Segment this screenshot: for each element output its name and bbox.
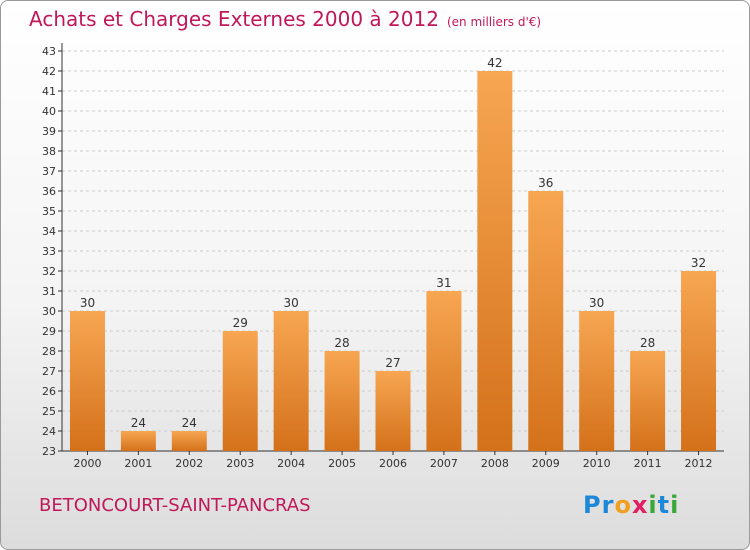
bar-value-label: 28 bbox=[640, 336, 655, 350]
bar-value-label: 24 bbox=[131, 416, 146, 430]
x-tick-label: 2006 bbox=[379, 457, 407, 470]
logo-letter: t bbox=[657, 491, 671, 519]
bar-value-label: 31 bbox=[436, 276, 451, 290]
bar bbox=[69, 311, 105, 451]
chart-unit: (en milliers d'€) bbox=[446, 15, 542, 29]
y-tick-label: 33 bbox=[42, 245, 56, 258]
bar bbox=[579, 311, 615, 451]
proxiti-logo: Proxiti bbox=[583, 491, 679, 519]
logo-letter: i bbox=[670, 491, 680, 519]
y-tick-label: 29 bbox=[42, 325, 56, 338]
y-tick-label: 42 bbox=[42, 65, 56, 78]
y-tick-label: 30 bbox=[42, 305, 56, 318]
bar bbox=[273, 311, 309, 451]
x-tick-label: 2012 bbox=[685, 457, 713, 470]
bar-value-label: 28 bbox=[334, 336, 349, 350]
y-tick-label: 38 bbox=[42, 145, 56, 158]
y-tick-label: 32 bbox=[42, 265, 56, 278]
commune-name: BETONCOURT-SAINT-PANCRAS bbox=[39, 495, 311, 516]
y-tick-label: 27 bbox=[42, 365, 56, 378]
x-tick-label: 2003 bbox=[226, 457, 254, 470]
x-tick-label: 2000 bbox=[73, 457, 101, 470]
y-tick-label: 31 bbox=[42, 285, 56, 298]
y-tick-label: 35 bbox=[42, 205, 56, 218]
bar bbox=[375, 371, 411, 451]
y-tick-label: 43 bbox=[42, 45, 56, 58]
x-tick-label: 2008 bbox=[481, 457, 509, 470]
bar-value-label: 30 bbox=[80, 296, 95, 310]
y-tick-label: 34 bbox=[42, 225, 56, 238]
x-tick-label: 2011 bbox=[634, 457, 662, 470]
x-tick-label: 2002 bbox=[175, 457, 203, 470]
bar-value-label: 32 bbox=[691, 256, 706, 270]
bar bbox=[528, 191, 564, 451]
bar bbox=[630, 351, 666, 451]
y-tick-label: 26 bbox=[42, 385, 56, 398]
y-tick-label: 24 bbox=[42, 425, 56, 438]
x-tick-label: 2007 bbox=[430, 457, 458, 470]
logo-letter: x bbox=[631, 491, 649, 519]
bar bbox=[120, 431, 156, 451]
y-tick-label: 41 bbox=[42, 85, 56, 98]
logo-letter: i bbox=[648, 491, 658, 519]
bar-value-label: 24 bbox=[182, 416, 197, 430]
x-tick-label: 2004 bbox=[277, 457, 305, 470]
bar-value-label: 36 bbox=[538, 176, 553, 190]
bar-value-label: 29 bbox=[233, 316, 248, 330]
bar bbox=[426, 291, 462, 451]
logo-letter: P bbox=[583, 491, 602, 519]
bar bbox=[171, 431, 207, 451]
y-tick-label: 28 bbox=[42, 345, 56, 358]
x-tick-label: 2010 bbox=[583, 457, 611, 470]
bar-value-label: 30 bbox=[589, 296, 604, 310]
y-tick-label: 25 bbox=[42, 405, 56, 418]
y-tick-label: 36 bbox=[42, 185, 56, 198]
bar-value-label: 30 bbox=[284, 296, 299, 310]
x-tick-label: 2005 bbox=[328, 457, 356, 470]
bar bbox=[222, 331, 258, 451]
chart-title: Achats et Charges Externes 2000 à 2012 (e… bbox=[29, 7, 541, 31]
bar bbox=[681, 271, 717, 451]
bar-value-label: 42 bbox=[487, 56, 502, 70]
chart-title-text: Achats et Charges Externes 2000 à 2012 bbox=[29, 7, 439, 31]
y-tick-label: 40 bbox=[42, 105, 56, 118]
x-tick-label: 2001 bbox=[124, 457, 152, 470]
y-tick-label: 39 bbox=[42, 125, 56, 138]
y-tick-label: 23 bbox=[42, 445, 56, 458]
logo-letter: o bbox=[614, 491, 632, 519]
bar bbox=[477, 71, 513, 451]
y-tick-label: 37 bbox=[42, 165, 56, 178]
bar-value-label: 27 bbox=[385, 356, 400, 370]
x-tick-label: 2009 bbox=[532, 457, 560, 470]
bar bbox=[324, 351, 360, 451]
logo-letter: r bbox=[601, 491, 615, 519]
